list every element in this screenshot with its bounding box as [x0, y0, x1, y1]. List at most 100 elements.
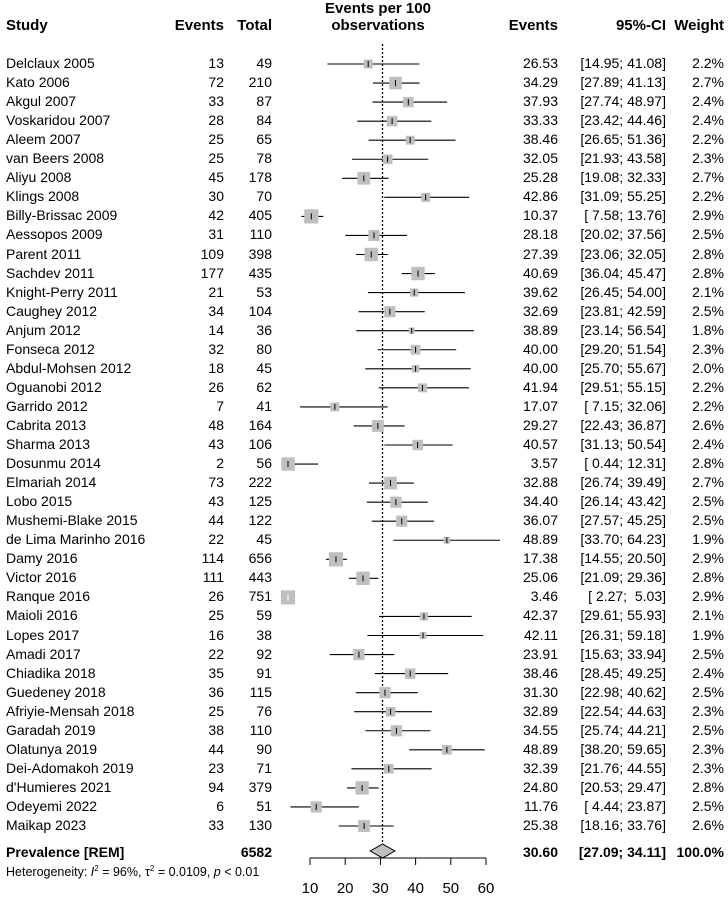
- event-rate: 36.07: [522, 512, 558, 529]
- event-rate: 28.18: [522, 226, 558, 243]
- events-count: 177: [200, 264, 224, 281]
- event-rate: 24.80: [522, 778, 558, 795]
- confidence-interval: [22.54; 44.63]: [580, 702, 666, 719]
- total-count: 70: [256, 188, 272, 205]
- study-name: Sharma 2013: [6, 436, 91, 452]
- confidence-interval: [ 0.44; 12.31]: [584, 455, 666, 472]
- confidence-interval: [36.04; 45.47]: [580, 264, 666, 281]
- total-count: 104: [248, 302, 272, 319]
- study-name: Aleem 2007: [6, 131, 81, 148]
- event-rate: 34.40: [522, 493, 558, 510]
- study-weight: 2.5%: [692, 645, 724, 662]
- tau-symbol: τ: [144, 865, 150, 880]
- study-weight: 2.9%: [692, 207, 724, 224]
- total-count: 51: [256, 797, 272, 814]
- x-axis-tick-label: 60: [478, 880, 495, 897]
- total-count: 84: [256, 112, 272, 129]
- study-weight: 2.7%: [692, 474, 724, 491]
- event-rate: 3.57: [530, 455, 558, 472]
- confidence-interval: [25.70; 55.67]: [580, 359, 666, 376]
- study-name: Garadah 2019: [6, 721, 96, 738]
- study-name: Chiadika 2018: [6, 664, 96, 681]
- total-count: 87: [256, 93, 272, 110]
- event-rate: 3.46: [530, 588, 558, 605]
- confidence-interval: [ 7.15; 32.06]: [584, 397, 666, 414]
- total-count: 656: [248, 550, 272, 567]
- event-rate: 26.53: [522, 55, 558, 71]
- study-column-header: Study: [6, 17, 48, 34]
- pooled-total: 6582: [240, 844, 272, 860]
- study-name: Billy-Brissac 2009: [6, 207, 118, 224]
- events-count: 22: [208, 531, 224, 548]
- event-rate: 42.11: [524, 626, 558, 643]
- study-name: Olatunya 2019: [6, 740, 98, 757]
- total-count: 110: [249, 721, 272, 738]
- study-name: van Beers 2008: [6, 150, 105, 167]
- confidence-interval: [26.45; 54.00]: [580, 283, 666, 300]
- total-count: 210: [248, 74, 272, 91]
- events-count: 72: [208, 74, 224, 91]
- events-count: 94: [208, 778, 224, 795]
- study-name: Dei-Adomakoh 2019: [6, 759, 134, 776]
- confidence-interval: [21.93; 43.58]: [580, 150, 666, 167]
- study-name: Ranque 2016: [6, 588, 91, 605]
- study-name: Kato 2006: [6, 74, 70, 91]
- events-count: 25: [208, 131, 224, 148]
- study-name: d'Humieres 2021: [6, 778, 112, 795]
- events-count: 31: [208, 226, 224, 243]
- tau-value: = 0.0109,: [154, 865, 214, 880]
- study-weight: 2.9%: [692, 588, 724, 605]
- event-rate: 41.94: [522, 378, 558, 395]
- study-name: Afriyie-Mensah 2018: [6, 702, 135, 719]
- study-name: Parent 2011: [6, 245, 82, 262]
- study-weight: 2.1%: [692, 283, 724, 300]
- total-count: 222: [248, 474, 272, 491]
- event-rate: 11.76: [524, 797, 558, 814]
- study-weight: 2.4%: [692, 664, 724, 681]
- event-rate: 38.89: [522, 321, 558, 338]
- total-count: 91: [256, 664, 272, 681]
- heterogeneity-prefix: Heterogeneity:: [6, 865, 91, 880]
- study-name: Damy 2016: [6, 550, 78, 567]
- total-count: 106: [248, 436, 272, 452]
- plot-title-line2: observations: [331, 17, 425, 34]
- pooled-weight: 100.0%: [676, 844, 724, 860]
- events-count: 30: [208, 188, 224, 205]
- confidence-interval: [18.16; 33.76]: [580, 817, 666, 833]
- total-count: 41: [256, 397, 272, 414]
- event-rate: 25.28: [522, 169, 558, 186]
- study-weight: 2.6%: [692, 817, 724, 833]
- total-count: 53: [256, 283, 272, 300]
- confidence-interval: [26.74; 39.49]: [580, 474, 666, 491]
- total-count: 130: [248, 817, 272, 833]
- event-rate: 34.55: [522, 721, 558, 738]
- study-weight: 2.8%: [692, 245, 724, 262]
- study-weight: 2.4%: [692, 93, 724, 110]
- study-name: Caughey 2012: [6, 302, 98, 319]
- study-name: Dosunmu 2014: [6, 455, 101, 472]
- events-column-header: Events: [174, 17, 224, 34]
- events-count: 7: [216, 397, 224, 414]
- confidence-interval: [20.53; 29.47]: [580, 778, 666, 795]
- study-name: Odeyemi 2022: [6, 797, 98, 814]
- study-weight: 2.8%: [692, 569, 724, 586]
- events-count: 38: [208, 721, 224, 738]
- study-name: Amadi 2017: [6, 645, 81, 662]
- confidence-interval: [22.98; 40.62]: [580, 683, 666, 700]
- confidence-interval: [26.14; 43.42]: [580, 493, 666, 510]
- study-name: Mushemi-Blake 2015: [6, 512, 138, 529]
- event-rate: 40.00: [522, 340, 558, 357]
- total-count: 92: [256, 645, 272, 662]
- study-weight: 2.7%: [692, 169, 724, 186]
- study-weight: 2.8%: [692, 455, 724, 472]
- study-weight: 2.5%: [692, 493, 724, 510]
- x-axis-tick-label: 10: [302, 880, 319, 897]
- total-count: 36: [256, 321, 272, 338]
- event-rate: 31.30: [522, 683, 558, 700]
- event-rate: 10.37: [522, 207, 558, 224]
- total-count: 65: [256, 131, 272, 148]
- total-count: 56: [256, 455, 272, 472]
- event-rate: 42.37: [522, 607, 558, 624]
- total-count: 122: [248, 512, 272, 529]
- confidence-interval: [ 2.27; 5.03]: [588, 588, 666, 605]
